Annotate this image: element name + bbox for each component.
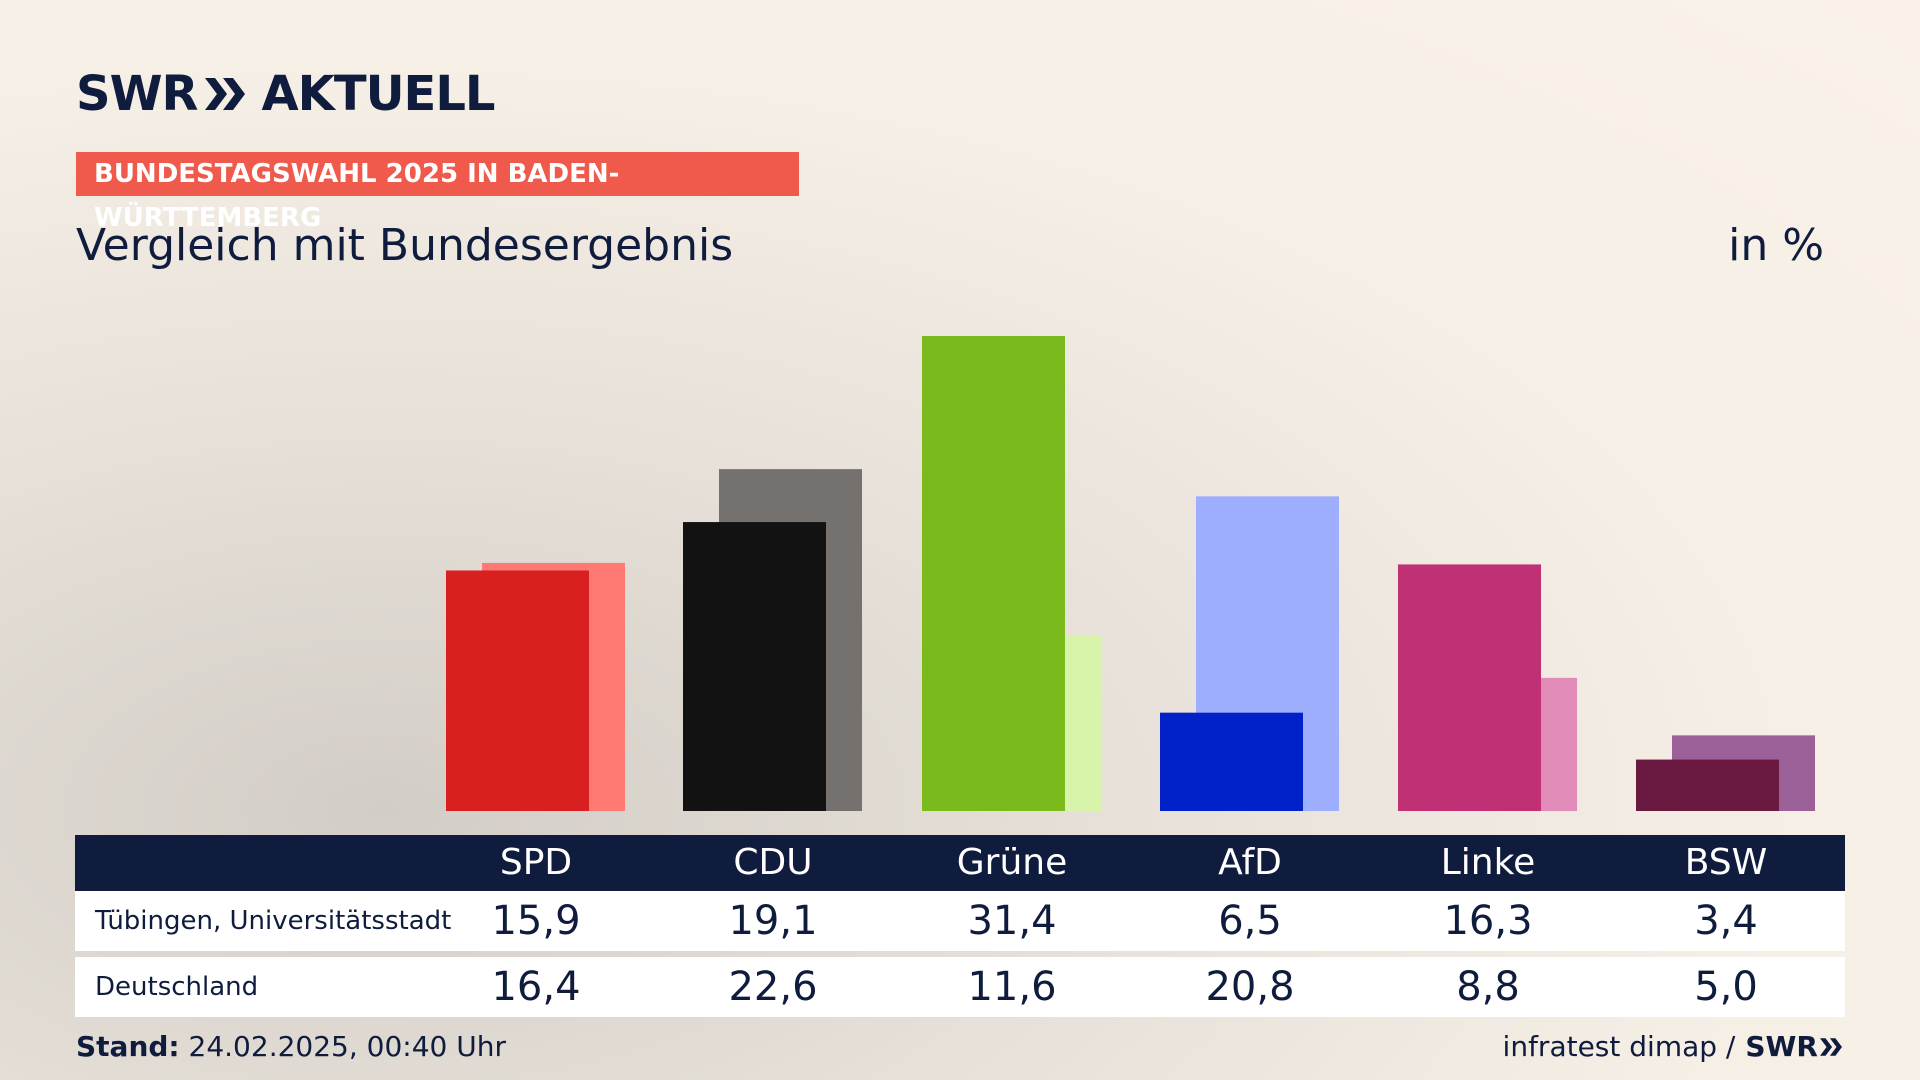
table-cell: 20,8 <box>1205 964 1295 1010</box>
brand-name: SWR <box>76 66 198 122</box>
table-cell: 16,4 <box>491 964 581 1010</box>
table-cell: 8,8 <box>1456 964 1520 1010</box>
column-header: CDU <box>733 842 813 883</box>
source-brand: SWR <box>1745 1030 1818 1063</box>
bar-local-cdu <box>683 522 826 811</box>
results-table: SPD CDU Grüne AfD Linke BSW Tübingen, Univers… <box>75 835 1845 1017</box>
bar-local-bsw <box>1636 759 1779 811</box>
table-cell: 16,3 <box>1443 898 1533 944</box>
unit-label: in % <box>1728 220 1824 271</box>
bar-chart <box>446 336 1815 811</box>
election-banner: BUNDESTAGSWAHL 2025 IN BADEN-WÜRTTEMBERG <box>76 152 799 233</box>
timestamp: Stand: 24.02.2025, 00:40 Uhr <box>76 1030 506 1063</box>
source-text: infratest dimap / <box>1502 1030 1736 1063</box>
table-cell: 6,5 <box>1218 898 1282 944</box>
row-label-national: Deutschland <box>95 972 259 1002</box>
swr-aktuell-logo: SWR AKTUELL <box>76 66 496 122</box>
table-cell: 5,0 <box>1694 964 1758 1010</box>
double-chevron-icon <box>205 78 246 110</box>
bar-local-afd <box>1160 712 1303 811</box>
table-cell: 15,9 <box>491 898 581 944</box>
table-cell: 19,1 <box>728 898 818 944</box>
column-header: BSW <box>1684 842 1768 883</box>
bar-local-grüne <box>922 336 1065 811</box>
chart-subtitle: Vergleich mit Bundesergebnis <box>76 220 734 271</box>
stand-value: 24.02.2025, 00:40 Uhr <box>188 1030 506 1063</box>
table-cell: 22,6 <box>728 964 818 1010</box>
column-header: AfD <box>1218 842 1282 883</box>
column-header: Grüne <box>956 842 1068 883</box>
double-chevron-icon <box>1820 1037 1842 1056</box>
table-cell: 3,4 <box>1694 898 1758 944</box>
stand-label: Stand: <box>76 1030 180 1063</box>
row-label-local: Tübingen, Universitätsstadt <box>95 906 452 936</box>
column-header: SPD <box>499 842 573 883</box>
brand-product: AKTUELL <box>261 66 495 122</box>
bar-local-spd <box>446 570 589 811</box>
column-header: Linke <box>1440 842 1536 883</box>
table-cell: 31,4 <box>967 898 1057 944</box>
table-cell: 11,6 <box>967 964 1057 1010</box>
table-row: Deutschland 16,4 22,6 11,6 20,8 8,8 5,0 <box>75 957 1845 1017</box>
table-header: SPD CDU Grüne AfD Linke BSW <box>75 835 1845 891</box>
source-credit: infratest dimap / SWR <box>1503 1030 1844 1063</box>
bar-local-linke <box>1398 564 1541 811</box>
table-row: Tübingen, Universitätsstadt 15,9 19,1 31,4… <box>75 891 1845 951</box>
